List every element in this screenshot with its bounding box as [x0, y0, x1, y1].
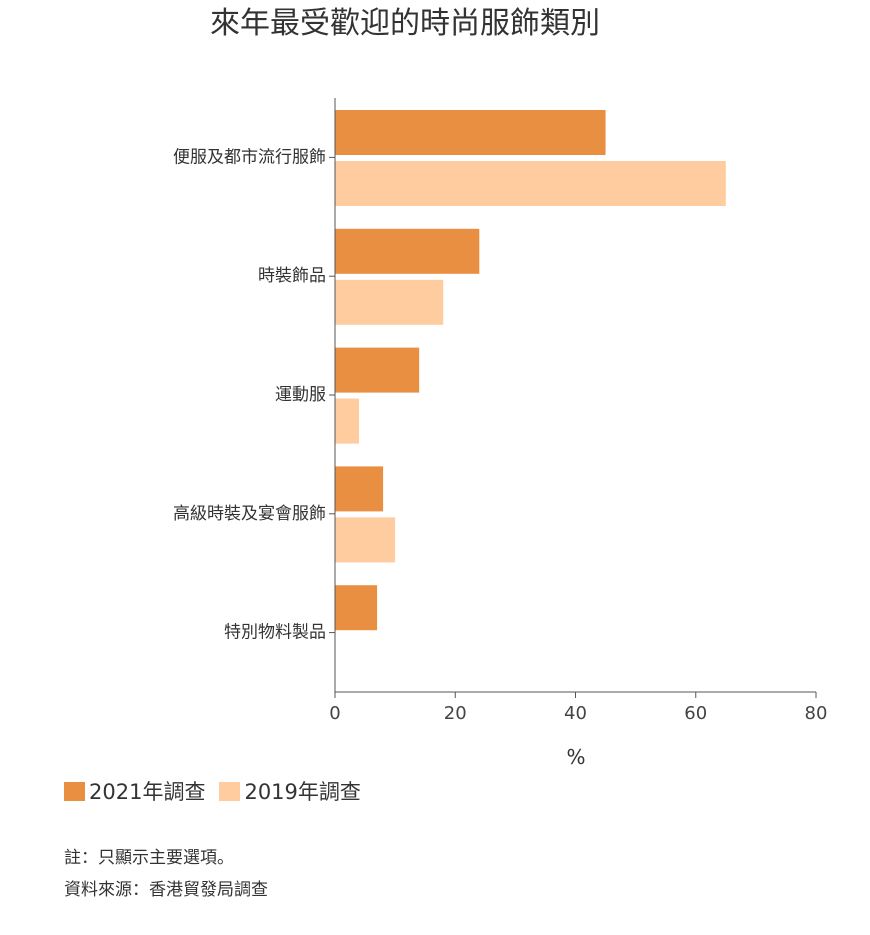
legend-swatch-2021 — [64, 781, 85, 801]
bar-2021-1 — [335, 228, 480, 274]
legend-label-2021: 2021年調查 — [89, 780, 206, 804]
bar-2019-3 — [335, 517, 396, 563]
category-label-4: 特別物料製品 — [224, 623, 326, 643]
legend: 2021年調查 2019年調查 — [64, 776, 375, 806]
bar-chart: 來年最受歡迎的時尚服飾類別 便服及都市流行服飾時裝飾品運動服高級時裝及宴會服飾特… — [173, 6, 828, 769]
category-label-2: 運動服 — [275, 385, 326, 405]
x-tick-label-2: 40 — [564, 703, 587, 724]
note-text: 註：只顯示主要選項。 — [64, 848, 234, 868]
legend-label-2019: 2019年調查 — [244, 780, 361, 804]
x-tick-label-4: 80 — [805, 703, 828, 724]
legend-swatch-2019 — [219, 781, 241, 801]
legend-item-2019: 2019年調查 — [219, 776, 361, 806]
x-tick-label-1: 20 — [444, 703, 467, 724]
bar-2021-2 — [335, 347, 420, 393]
x-axis: 0 20 40 60 80 — [329, 691, 828, 724]
bar-2019-1 — [335, 279, 444, 325]
bars-group — [335, 110, 726, 631]
category-label-0: 便服及都市流行服飾 — [173, 147, 326, 167]
x-tick-label-3: 60 — [684, 703, 707, 724]
legend-item-2021: 2021年調查 — [64, 776, 205, 806]
source-text: 資料來源：香港貿發局調查 — [64, 880, 268, 900]
bar-2021-4 — [335, 585, 378, 631]
bar-2019-2 — [335, 398, 360, 444]
bar-2021-3 — [335, 466, 384, 512]
bar-2019-0 — [335, 161, 726, 206]
bar-2021-0 — [335, 110, 606, 155]
x-tick-label-0: 0 — [329, 703, 340, 724]
category-label-1: 時裝飾品 — [258, 266, 326, 286]
chart-title: 來年最受歡迎的時尚服飾類別 — [210, 6, 600, 41]
category-label-3: 高級時裝及宴會服飾 — [173, 504, 326, 524]
footnotes: 註：只顯示主要選項。 資料來源：香港貿發局調查 — [64, 842, 268, 906]
x-axis-label: % — [566, 745, 585, 769]
